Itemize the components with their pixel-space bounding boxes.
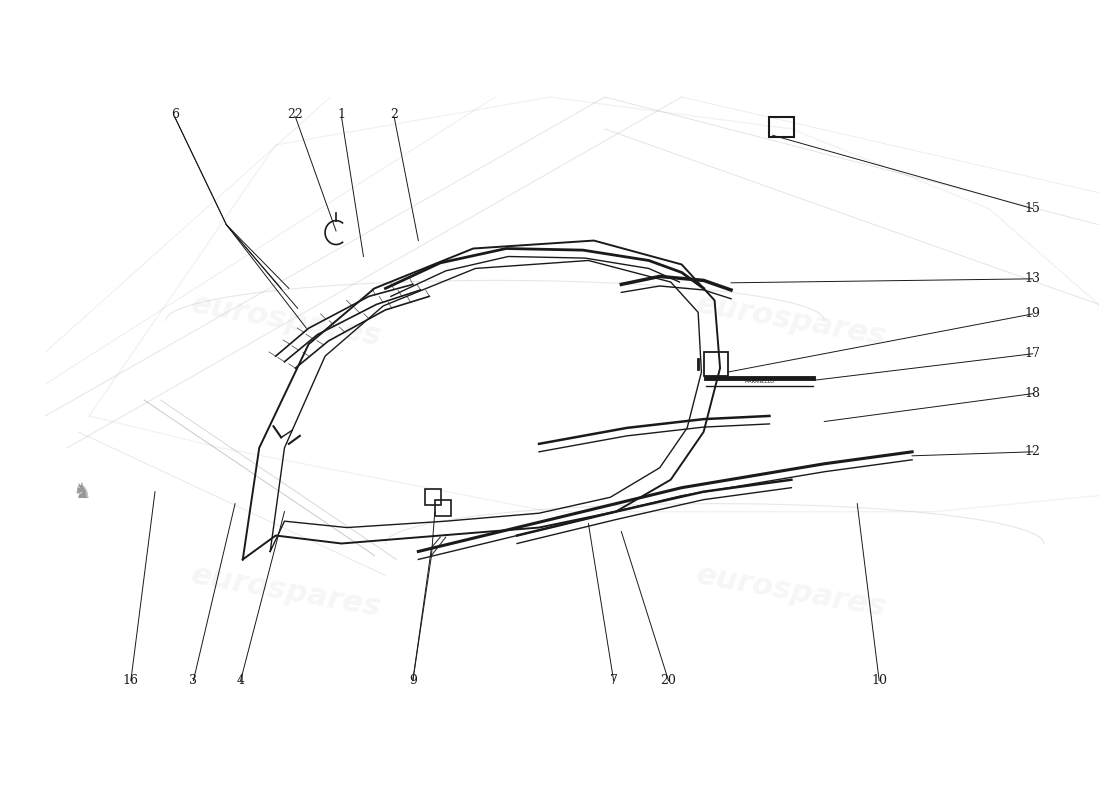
Text: 10: 10 [871,674,888,687]
Text: 12: 12 [1025,446,1041,458]
Bar [434,500,451,515]
Text: 16: 16 [123,674,139,687]
Text: 17: 17 [1025,347,1041,360]
Text: 2: 2 [390,108,398,121]
Text: 6: 6 [170,108,178,121]
Text: 20: 20 [661,674,676,687]
Text: eurospares: eurospares [189,560,384,622]
Text: MARANELLO: MARANELLO [745,379,774,384]
Text: 15: 15 [1025,202,1041,215]
Text: 4: 4 [236,674,244,687]
Text: ♞: ♞ [73,482,91,502]
Text: 9: 9 [409,674,417,687]
Text: eurospares: eurospares [694,290,889,351]
Text: 19: 19 [1025,307,1041,321]
Bar [704,352,728,376]
Text: 13: 13 [1025,272,1041,286]
Text: 3: 3 [189,674,197,687]
Text: 1: 1 [338,108,345,121]
Bar [769,117,793,137]
Text: 22: 22 [287,108,304,121]
Text: eurospares: eurospares [189,290,384,351]
Text: 18: 18 [1025,387,1041,400]
Text: 7: 7 [609,674,617,687]
Text: eurospares: eurospares [694,560,889,622]
Bar [425,490,441,506]
